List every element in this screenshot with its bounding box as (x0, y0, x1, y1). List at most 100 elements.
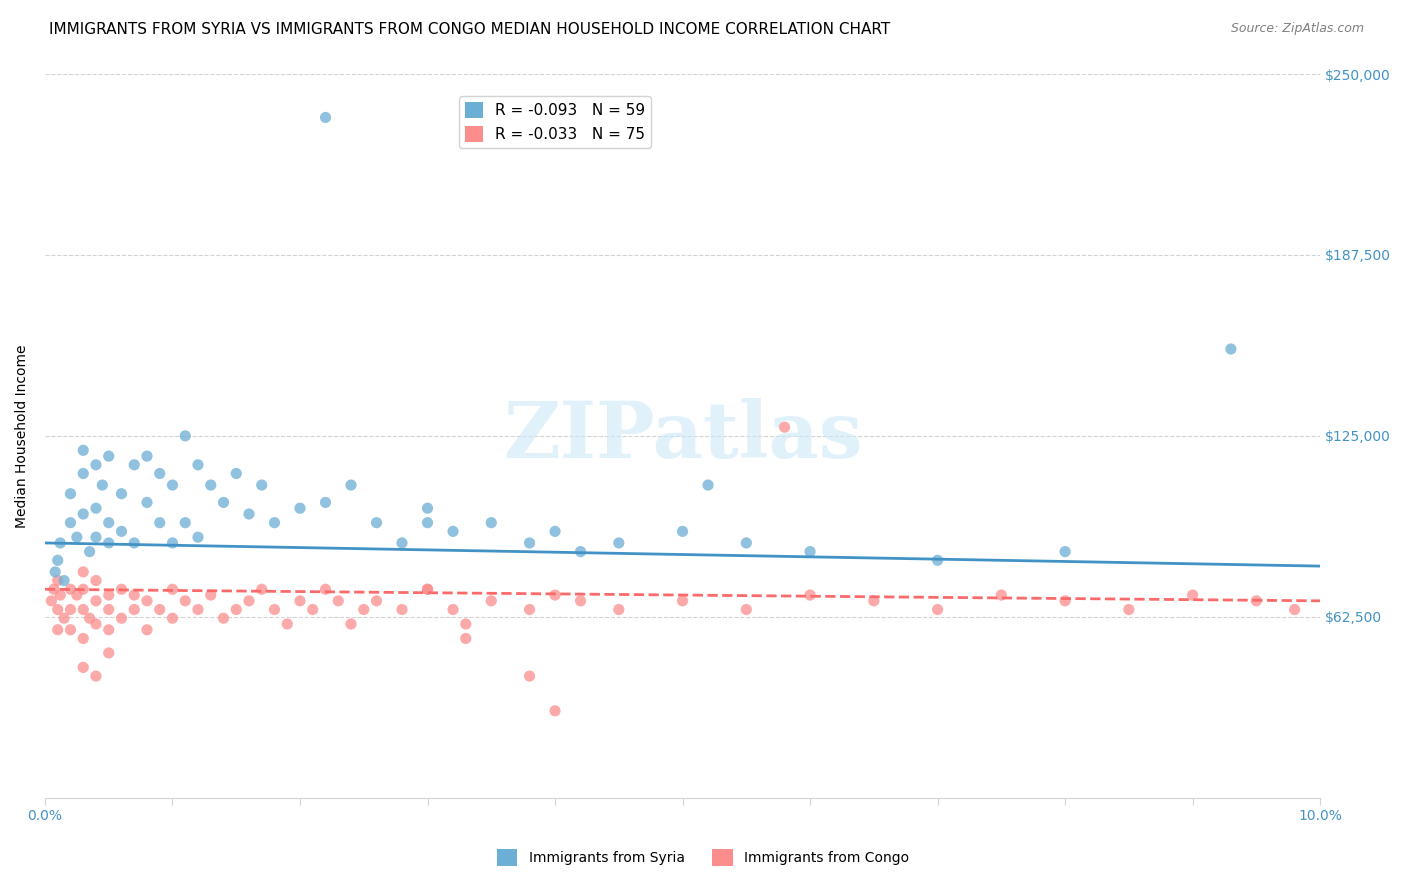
Point (187, 458, 209, 472)
Point (46, 553, 69, 567)
Point (79, 611, 101, 625)
Point (59, 516, 82, 530)
Point (72, 660, 94, 674)
Point (519, 669, 541, 683)
Point (200, 588, 222, 602)
Point (1118, 602, 1140, 616)
Point (72, 443, 94, 458)
Text: ZIPatlas: ZIPatlas (503, 398, 862, 474)
Point (391, 536, 413, 550)
Point (238, 594, 260, 608)
Point (42, 582, 65, 597)
Point (366, 594, 388, 608)
Point (84, 501, 107, 516)
Point (122, 536, 145, 550)
Point (49, 536, 72, 550)
Point (544, 588, 567, 602)
Point (569, 544, 592, 558)
Point (212, 495, 235, 509)
Point (174, 594, 197, 608)
Point (53, 574, 76, 588)
Point (735, 602, 758, 616)
Point (136, 623, 159, 637)
Point (212, 611, 235, 625)
Point (72, 467, 94, 481)
Point (328, 594, 350, 608)
Point (122, 602, 145, 616)
Point (149, 602, 172, 616)
Point (110, 582, 132, 597)
Point (79, 544, 101, 558)
Point (315, 582, 337, 597)
Point (97, 516, 120, 530)
Point (927, 553, 949, 567)
Point (454, 632, 477, 646)
Point (288, 594, 311, 608)
Point (97, 646, 120, 660)
Point (927, 602, 949, 616)
Point (84, 594, 107, 608)
Point (863, 594, 886, 608)
Point (441, 602, 464, 616)
Legend: Immigrants from Syria, Immigrants from Congo: Immigrants from Syria, Immigrants from C… (491, 844, 915, 871)
Point (454, 617, 477, 632)
Legend: R = -0.093   N = 59, R = -0.033   N = 75: R = -0.093 N = 59, R = -0.033 N = 75 (458, 96, 651, 148)
Y-axis label: Median Household Income: Median Household Income (15, 344, 30, 527)
Point (66, 530, 89, 544)
Point (697, 478, 720, 492)
Point (84, 669, 107, 683)
Point (162, 611, 184, 625)
Point (41, 594, 63, 608)
Point (315, 495, 337, 509)
Point (72, 507, 94, 521)
Point (250, 478, 273, 492)
Point (46, 602, 69, 616)
Point (238, 507, 260, 521)
Point (340, 617, 363, 632)
Point (72, 582, 94, 597)
Point (315, 111, 337, 125)
Point (353, 602, 375, 616)
Point (59, 487, 82, 501)
Point (110, 611, 132, 625)
Point (301, 602, 323, 616)
Point (607, 536, 630, 550)
Point (366, 516, 388, 530)
Point (391, 602, 413, 616)
Point (84, 458, 107, 472)
Point (84, 530, 107, 544)
Point (225, 602, 247, 616)
Point (671, 594, 693, 608)
Point (263, 602, 285, 616)
Point (519, 536, 541, 550)
Point (97, 449, 120, 463)
Text: Source: ZipAtlas.com: Source: ZipAtlas.com (1230, 22, 1364, 36)
Point (59, 582, 82, 597)
Point (122, 458, 145, 472)
Point (97, 602, 120, 616)
Point (671, 524, 693, 539)
Point (288, 501, 311, 516)
Point (1219, 342, 1241, 356)
Point (162, 536, 184, 550)
Point (162, 582, 184, 597)
Point (46, 574, 69, 588)
Point (162, 478, 184, 492)
Point (799, 544, 821, 558)
Point (136, 495, 159, 509)
Point (225, 467, 247, 481)
Text: IMMIGRANTS FROM SYRIA VS IMMIGRANTS FROM CONGO MEDIAN HOUSEHOLD INCOME CORRELATI: IMMIGRANTS FROM SYRIA VS IMMIGRANTS FROM… (49, 22, 890, 37)
Point (569, 594, 592, 608)
Point (72, 602, 94, 616)
Point (53, 611, 76, 625)
Point (735, 536, 758, 550)
Point (110, 487, 132, 501)
Point (174, 516, 197, 530)
Point (441, 524, 464, 539)
Point (479, 516, 502, 530)
Point (544, 524, 567, 539)
Point (773, 420, 796, 434)
Point (97, 588, 120, 602)
Point (149, 516, 172, 530)
Point (990, 588, 1012, 602)
